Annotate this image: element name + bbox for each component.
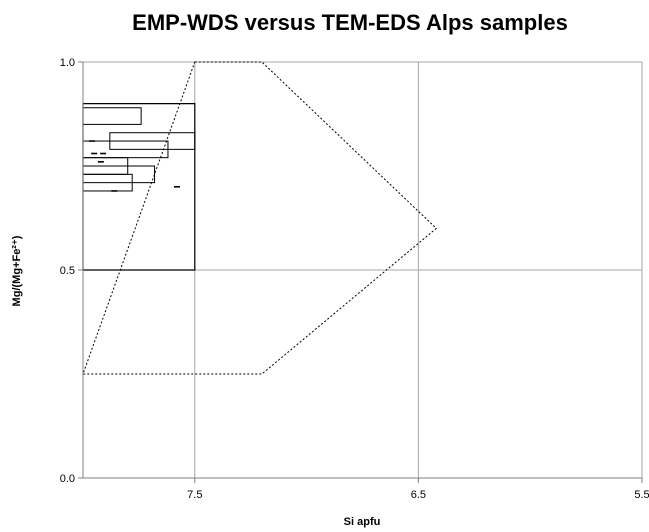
x-tick-label-1: 6.5 (411, 489, 426, 501)
y-tick-label-1: 0.5 (60, 265, 75, 277)
y-tick-label-2: 1.0 (60, 57, 75, 69)
y-axis-label: Mg/(Mg+Fe²⁺) (11, 235, 23, 306)
x-tick-label-0: 7.5 (187, 489, 202, 501)
chart-title: EMP-WDS versus TEM-EDS Alps samples (132, 10, 568, 35)
points (88, 140, 180, 192)
data-box-0 (82, 107, 142, 125)
axes: 0.0 0.5 1.0 7.5 6.5 5.5 (60, 57, 649, 501)
y-tick-label-0: 0.0 (60, 473, 75, 485)
x-axis-label: Si apfu (344, 516, 381, 528)
x-tick-label-2: 5.5 (634, 489, 649, 501)
region-1 (82, 61, 438, 375)
boxes (82, 107, 196, 192)
regions (82, 61, 438, 395)
